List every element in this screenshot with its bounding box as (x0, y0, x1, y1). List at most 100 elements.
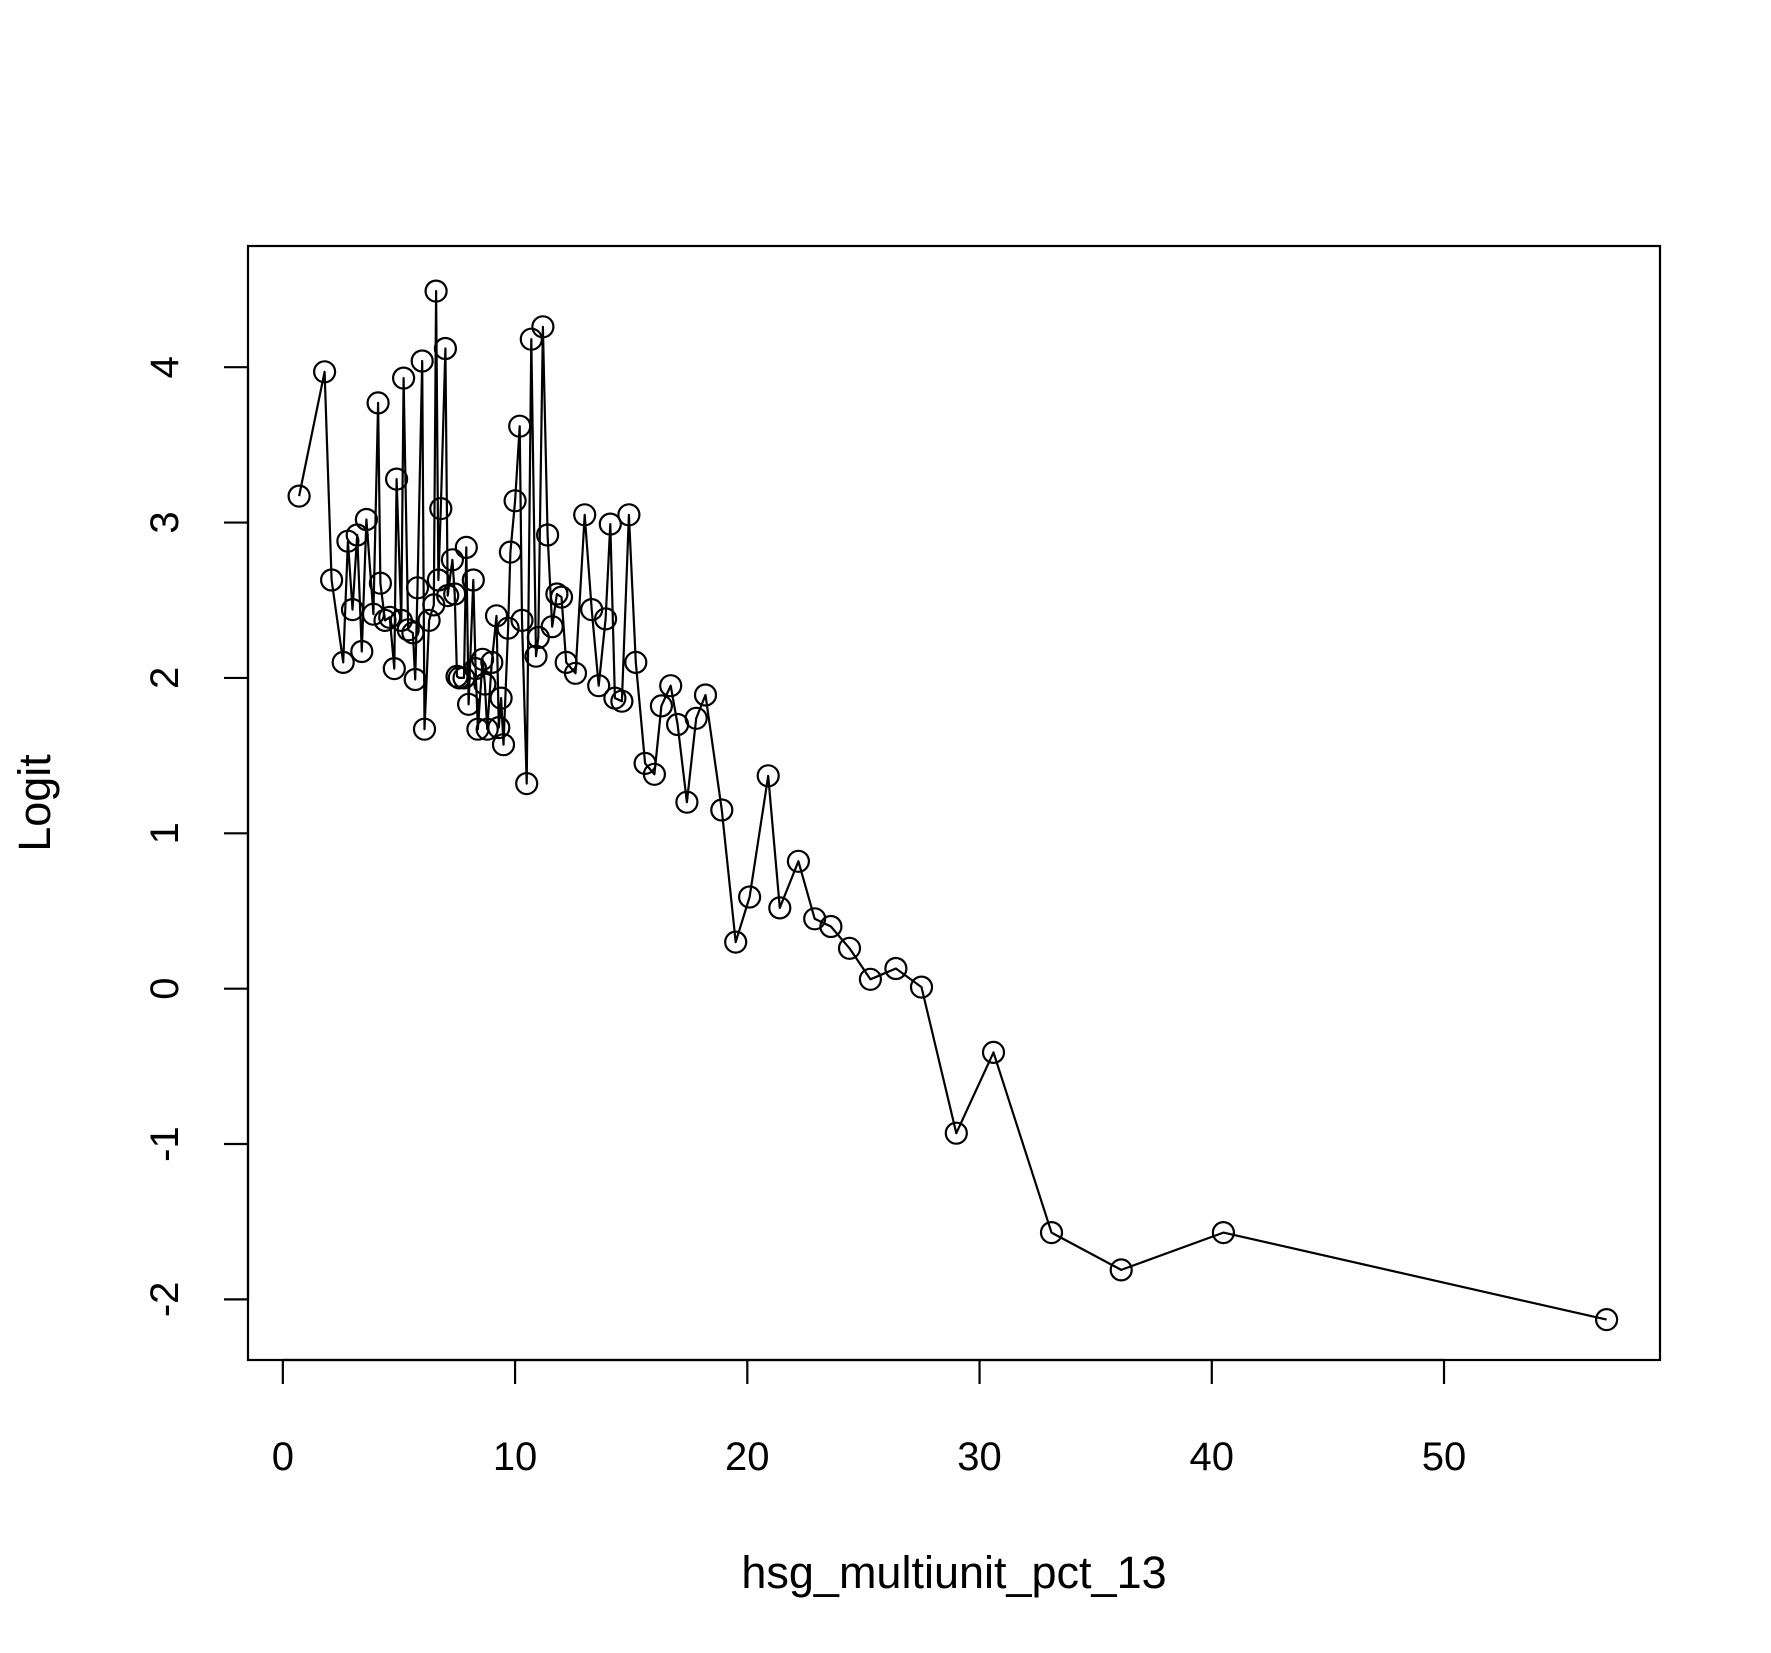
data-point (496, 616, 520, 640)
data-point (331, 650, 355, 675)
data-point (368, 571, 392, 595)
data-point (710, 798, 734, 822)
data-point (484, 604, 509, 628)
data-point (405, 576, 430, 600)
data-point (350, 639, 374, 664)
data-point (598, 512, 622, 536)
data-point (549, 585, 574, 609)
x-tick-label: 40 (1190, 1435, 1235, 1479)
x-tick-label: 30 (957, 1435, 1002, 1479)
data-point (503, 489, 527, 513)
data-point (429, 497, 453, 521)
data-point (724, 930, 748, 954)
data-point (737, 885, 762, 909)
data-point (837, 936, 862, 960)
data-point (659, 674, 683, 698)
data-point (531, 315, 555, 339)
data-point (489, 686, 513, 710)
data-point (440, 548, 464, 572)
data-point (378, 605, 402, 629)
plot-frame (246, 244, 1662, 1362)
data-point (366, 391, 390, 415)
x-tick-label: 20 (725, 1435, 770, 1479)
data-point (354, 507, 378, 532)
data-point (858, 967, 883, 991)
data-point (649, 694, 674, 718)
data-point (545, 582, 569, 606)
data-point (471, 647, 495, 671)
y-tick-label: -1 (143, 1126, 187, 1162)
data-point (433, 336, 457, 361)
x-axis: 0 10 20 30 40 50 (272, 1358, 1467, 1479)
data-point (624, 650, 648, 675)
data-point (498, 540, 522, 564)
y-axis-title: Logit (9, 754, 60, 852)
data-point (320, 568, 344, 592)
x-axis-title: hsg_multiunit_pct_13 (741, 1547, 1166, 1598)
data-point (417, 608, 441, 633)
x-tick-label: 0 (272, 1435, 294, 1479)
data-point (382, 656, 406, 681)
data-point (461, 568, 485, 592)
data-point (884, 956, 908, 981)
data-point (535, 523, 560, 547)
data-point (401, 621, 425, 645)
data-point (909, 975, 934, 999)
data-point (373, 608, 397, 633)
y-tick-label: 0 (143, 978, 187, 1000)
y-tick-label: -2 (143, 1282, 187, 1318)
data-point (684, 706, 708, 730)
data-point (756, 764, 780, 788)
data-point (510, 608, 534, 633)
y-axis: -2 -1 0 1 2 3 4 (143, 356, 250, 1318)
data-point (287, 484, 311, 508)
data-point (480, 650, 504, 675)
data-point (819, 914, 843, 939)
data-point (454, 535, 478, 560)
data-point (392, 366, 416, 390)
data-point (981, 1040, 1006, 1065)
data-point (313, 360, 337, 384)
data-point (452, 666, 476, 690)
data-point (443, 582, 467, 606)
data-point (563, 661, 588, 685)
y-tick-label: 3 (143, 511, 187, 533)
data-point (475, 717, 499, 741)
data-point (786, 849, 811, 873)
data-point (642, 762, 667, 786)
data-point (487, 715, 511, 740)
data-point (693, 683, 718, 707)
y-tick-label: 2 (143, 667, 187, 689)
data-point (1109, 1258, 1133, 1282)
data-point (587, 674, 611, 698)
data-point (524, 644, 548, 668)
series-layer (287, 279, 1619, 1332)
data-point (457, 692, 481, 716)
data-point (944, 1121, 968, 1145)
data-point (396, 618, 420, 642)
data-point (540, 615, 564, 639)
y-tick-label: 1 (143, 822, 187, 844)
x-tick-label: 50 (1422, 1435, 1467, 1479)
data-point (424, 279, 448, 303)
data-point (403, 667, 427, 692)
data-point (1211, 1220, 1236, 1245)
data-point (515, 771, 539, 796)
y-tick-label: 4 (143, 356, 187, 378)
series-line (298, 290, 1607, 1321)
data-point (675, 790, 699, 814)
data-point (617, 503, 641, 527)
data-point (610, 689, 634, 713)
data-point (473, 672, 497, 696)
x-tick-label: 10 (493, 1435, 538, 1479)
data-point (1039, 1220, 1064, 1245)
data-point (519, 327, 543, 351)
data-point (768, 896, 792, 920)
data-point (385, 467, 409, 491)
data-point (410, 349, 434, 373)
data-point (508, 414, 532, 438)
data-point (1594, 1307, 1619, 1332)
data-point (412, 717, 437, 741)
data-point (573, 503, 597, 527)
